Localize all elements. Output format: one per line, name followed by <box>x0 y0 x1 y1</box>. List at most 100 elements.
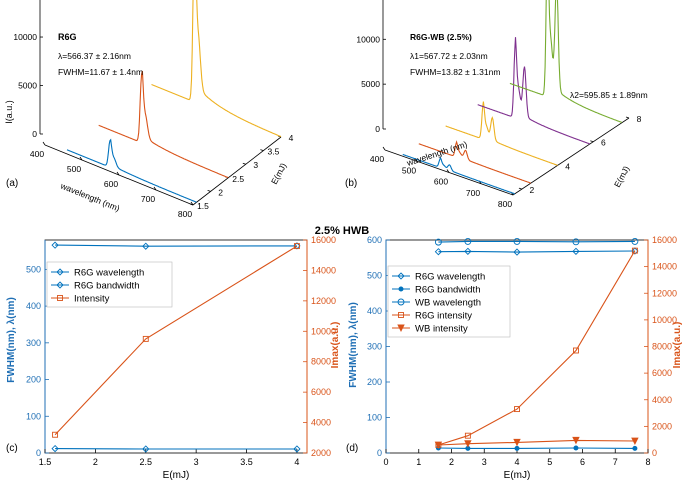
x-tick-label: 6 <box>580 457 585 467</box>
legend-marker <box>398 286 404 292</box>
x-tick-label: 2.5 <box>140 457 153 467</box>
data-point-r6g-bandwidth <box>293 445 301 453</box>
data-point-r6g-intensity <box>573 347 579 354</box>
y-right-tick-label: 16000 <box>311 235 336 245</box>
x-tick-label: 0 <box>383 457 388 467</box>
panel-c-legend: R6G wavelength R6G bandwidth Intensity <box>46 261 173 308</box>
data-point-wb-wavelength <box>464 237 472 245</box>
y-left-tick-label: 500 <box>26 264 41 274</box>
energy-axis <box>192 136 282 206</box>
data-point-r6g-intensity <box>464 432 471 439</box>
legend-marker <box>397 272 405 280</box>
panel-d-label: (d) <box>346 443 358 454</box>
wavelength-tick-label: 700 <box>466 188 480 198</box>
spectrum-e-1-6-mj <box>66 138 197 203</box>
wavelength-tick-label: 600 <box>104 179 118 189</box>
y-right-tick-label: 6000 <box>652 368 672 378</box>
y-right-tick-label: 4000 <box>311 418 331 428</box>
legend-label: R6G bandwidth <box>415 285 480 296</box>
data-point-wb-intensity <box>631 437 639 446</box>
energy-tick-label: 8 <box>637 114 642 124</box>
data-point-intensity <box>142 335 149 342</box>
data-point-r6g-wavelength <box>142 242 150 250</box>
x-tick-label: 1.5 <box>39 457 52 467</box>
energy-tick-label: 6 <box>601 138 606 148</box>
spectrum-e-2-5-mj <box>98 70 229 179</box>
y-right-tick-label: 12000 <box>652 288 677 298</box>
data-point-r6g-bandwidth <box>632 445 638 451</box>
panel-c-ylabel-right: Imax(a.u.) <box>330 322 341 369</box>
energy-tick <box>590 140 594 143</box>
legend-label: R6G wavelength <box>415 272 485 283</box>
data-point-r6g-wavelength <box>434 248 443 256</box>
x-tick-label: 4 <box>294 457 299 467</box>
x-tick-label: 3 <box>482 457 487 467</box>
wavelength-tick <box>382 146 386 151</box>
y-left-tick-label: 400 <box>26 301 41 311</box>
panel-a-annot-3: FWHM=11.67 ± 1.4nm <box>58 67 143 77</box>
data-point-intensity <box>293 243 300 250</box>
panel-d-plot: 0 1 2 3 4 5 6 7 80100200300400500600020004000600… <box>367 235 677 467</box>
y-left-tick-label: 100 <box>367 413 382 423</box>
energy-tick <box>207 190 211 192</box>
data-point-r6g-wavelength <box>631 247 639 255</box>
panel-d-ylabel-right: Imax(a.u.) <box>672 322 683 369</box>
spectrum-e-5-8-mj <box>477 37 590 145</box>
panel-b-annot-right: λ2=595.85 ± 1.89nm <box>570 90 648 100</box>
energy-tick-label: 4 <box>289 133 294 143</box>
legend-marker <box>56 281 64 289</box>
panel-a-ylabel: I(a.u.) <box>4 100 14 124</box>
energy-tick-label: 3 <box>253 160 258 170</box>
figure-title: 2.5% HWB <box>315 225 369 237</box>
energy-tick-label: 2.5 <box>232 174 244 184</box>
y-left-tick-label: 0 <box>377 448 382 458</box>
x-tick-label: 3.5 <box>240 457 253 467</box>
series-line-r6g-intensity <box>438 250 636 446</box>
panel-c-label: (c) <box>6 443 18 454</box>
energy-tick <box>260 149 264 151</box>
y-right-tick-label: 2000 <box>311 448 331 458</box>
x-tick-label: 3 <box>194 457 199 467</box>
energy-axis <box>512 117 630 196</box>
y-left-tick-label: 300 <box>367 342 382 352</box>
energy-tick-label: 2 <box>530 185 535 195</box>
data-point-r6g-wavelength <box>464 247 472 255</box>
data-point-r6g-bandwidth <box>573 445 579 451</box>
y-left-tick-label: 400 <box>367 306 382 316</box>
series-line-intensity <box>54 245 298 436</box>
wavelength-tick <box>446 169 450 173</box>
spectrum-e-7-6-mj <box>509 0 623 123</box>
legend-marker <box>398 312 404 318</box>
legend-label: R6G intensity <box>415 311 472 322</box>
intensity-tick-label: 10000 <box>13 32 37 42</box>
y-left-tick-label: 600 <box>367 235 382 245</box>
x-tick-label: 4 <box>514 457 519 467</box>
data-point-r6g-wavelength <box>572 247 580 255</box>
panel-c-xlabel: E(mJ) <box>163 470 190 481</box>
data-point-wb-wavelength <box>513 237 521 245</box>
y-right-tick-label: 14000 <box>652 262 677 272</box>
y-left-tick-label: 500 <box>367 271 382 281</box>
energy-tick <box>518 187 523 190</box>
spectrum-e-4-mj <box>445 101 558 166</box>
x-tick-label: 2 <box>93 457 98 467</box>
panel-b: 0500010000150004005006007008002468 R6G-W… <box>345 0 648 209</box>
data-point-wb-intensity <box>513 438 521 447</box>
panel-a: 0 5000 10000 400 500 600 700 800 1.5 2 2.5 3 3.5 4 R6… <box>4 0 294 219</box>
panel-a-annot-2: λ=566.37 ± 2.16nm <box>58 51 131 61</box>
data-point-wb-intensity <box>464 440 472 448</box>
panel-b-label: (b) <box>345 178 357 189</box>
intensity-tick-label: 5000 <box>361 79 380 89</box>
panel-d-xlabel: E(mJ) <box>504 470 531 481</box>
y-right-tick-label: 14000 <box>311 265 336 275</box>
energy-tick <box>625 116 630 119</box>
panel-a-zlabel: E(mJ) <box>269 161 289 186</box>
series-line-r6g-wavelength <box>438 250 635 253</box>
data-point-wb-wavelength <box>631 237 639 245</box>
y-right-tick-label: 0 <box>652 448 657 458</box>
data-point-r6g-wavelength <box>513 248 521 256</box>
y-right-tick-label: 8000 <box>311 357 331 367</box>
panel-c-ylabel-left: FWHM(nm), λ(nm) <box>6 297 17 383</box>
energy-tick-label: 2 <box>218 187 223 197</box>
series-line-wb-wavelength <box>438 240 635 243</box>
